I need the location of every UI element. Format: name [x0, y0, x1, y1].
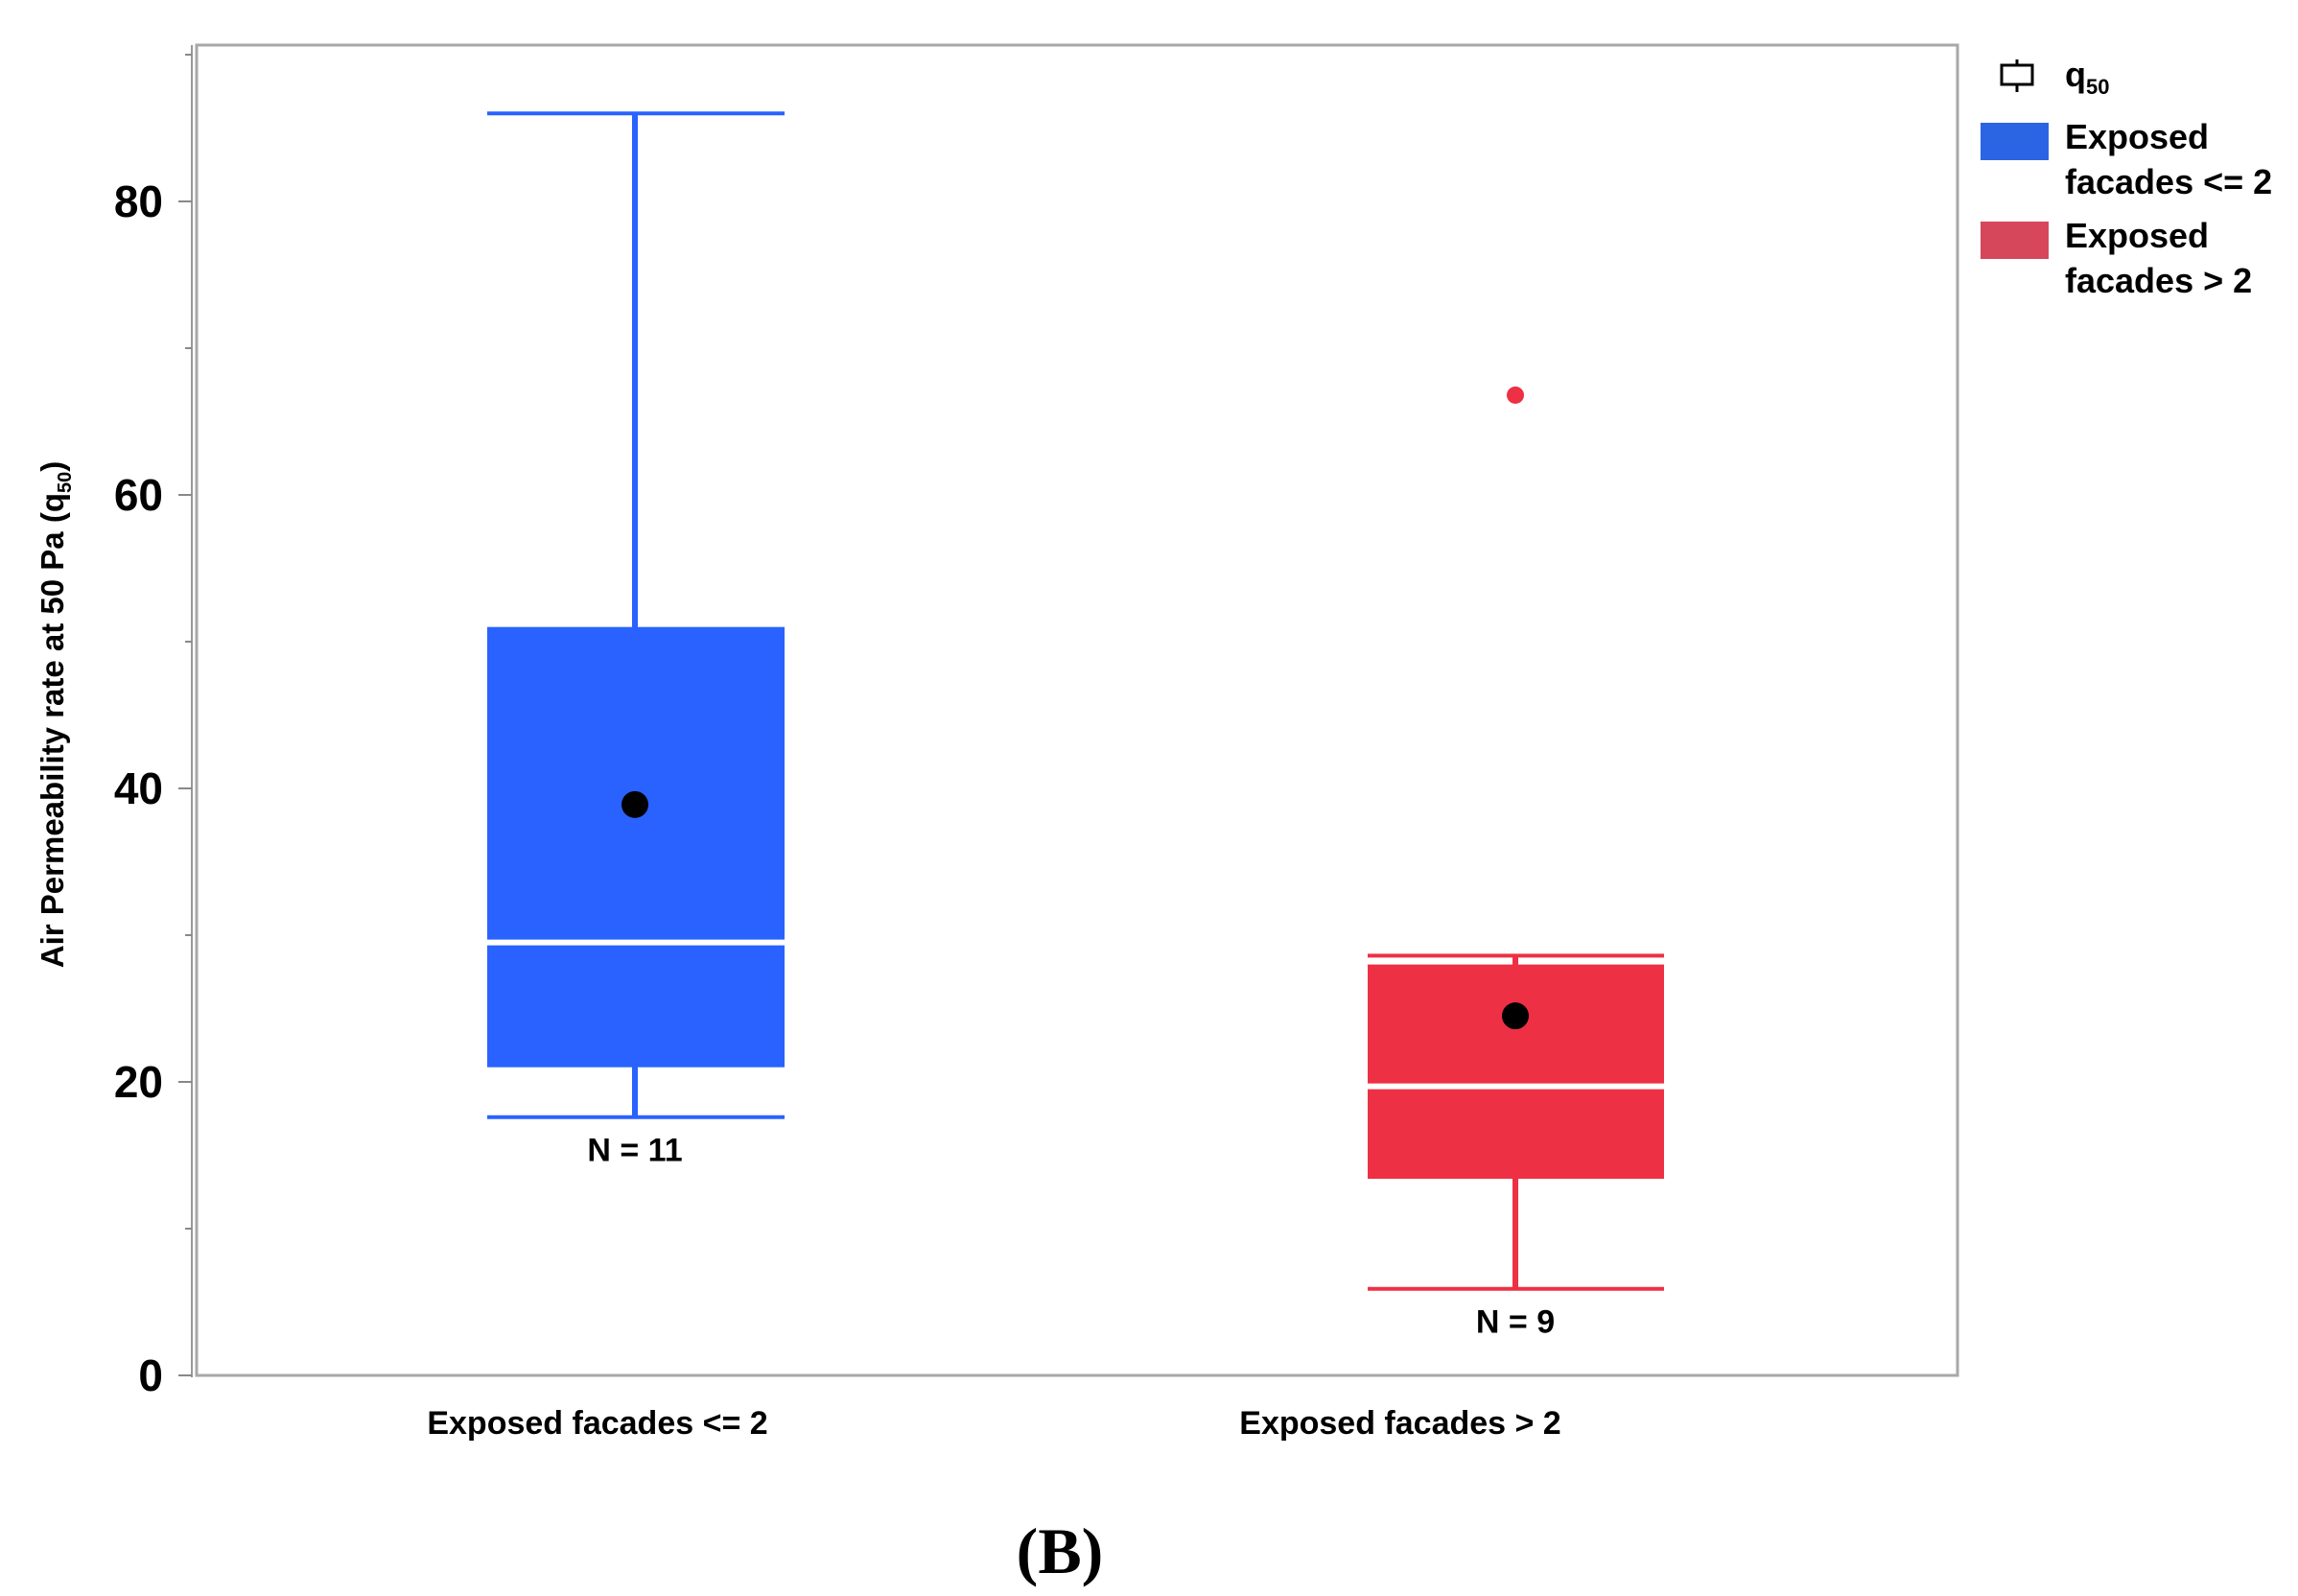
- boxes-group: N = 11 N = 9: [487, 111, 1664, 1341]
- legend-entry: Exposed facades > 2: [1981, 216, 2252, 300]
- box-2: N = 9: [1368, 386, 1664, 1341]
- legend-label-line1: Exposed: [2065, 117, 2209, 156]
- mean-marker: [621, 790, 648, 818]
- legend-symbol-label: q50: [2065, 55, 2109, 99]
- box-iqr: [1368, 964, 1664, 1179]
- y-axis-title-main: Air Permeability rate at 50 Pa (q: [35, 493, 70, 968]
- legend-entries: Exposed facades <= 2 Exposed facades > 2: [1981, 117, 2272, 300]
- panel-label: (B): [1017, 1514, 1104, 1587]
- plot-frame: [195, 43, 1959, 1377]
- n-count-label: N = 11: [587, 1133, 682, 1169]
- box-1: N = 11: [487, 111, 785, 1169]
- y-axis-ticks: 0 20 40 60 80: [114, 54, 192, 1400]
- x-axis-labels: Exposed facades <= 2 Exposed facades > 2: [427, 1405, 1560, 1442]
- y-axis-title-subscript: 50: [55, 472, 76, 493]
- y-tick-label: 0: [138, 1350, 163, 1400]
- mean-marker: [1502, 1002, 1529, 1030]
- y-tick-label: 80: [114, 176, 163, 226]
- y-axis-title-suffix: ): [35, 461, 70, 472]
- box-iqr: [487, 626, 785, 1068]
- outlier-point: [1507, 386, 1524, 404]
- legend-entry: Exposed facades <= 2: [1981, 117, 2272, 201]
- legend-swatch: [1981, 222, 2049, 259]
- legend: q50 Exposed facades <= 2 Exposed facades > …: [1981, 55, 2272, 300]
- x-category-label: Exposed facades <= 2: [427, 1405, 767, 1442]
- legend-symbol-text: q: [2065, 55, 2086, 94]
- x-category-label: Exposed facades > 2: [1239, 1405, 1560, 1442]
- legend-label-line1: Exposed: [2065, 216, 2209, 255]
- box-symbol-icon: [2000, 59, 2034, 92]
- y-tick-label: 40: [114, 763, 163, 813]
- legend-swatch: [1981, 123, 2049, 160]
- y-axis-title: Air Permeability rate at 50 Pa (q50): [35, 461, 76, 968]
- n-count-label: N = 9: [1476, 1304, 1555, 1341]
- legend-label-line2: facades <= 2: [2065, 162, 2272, 201]
- y-tick-label: 20: [114, 1057, 163, 1107]
- legend-symbol-subscript: 50: [2086, 75, 2109, 99]
- y-tick-label: 60: [114, 470, 163, 520]
- legend-label-line2: facades > 2: [2065, 261, 2252, 300]
